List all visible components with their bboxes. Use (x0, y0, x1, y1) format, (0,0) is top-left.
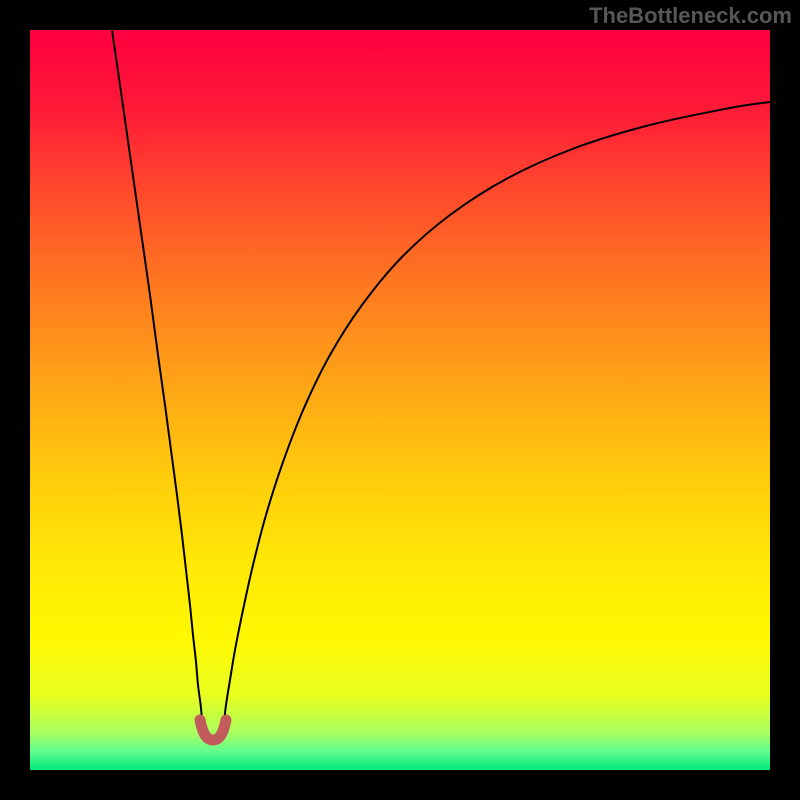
plot-area (30, 30, 770, 770)
watermark-text: TheBottleneck.com (589, 3, 792, 29)
bottleneck-chart (30, 30, 770, 770)
chart-frame: TheBottleneck.com (0, 0, 800, 800)
gradient-background (30, 30, 770, 770)
